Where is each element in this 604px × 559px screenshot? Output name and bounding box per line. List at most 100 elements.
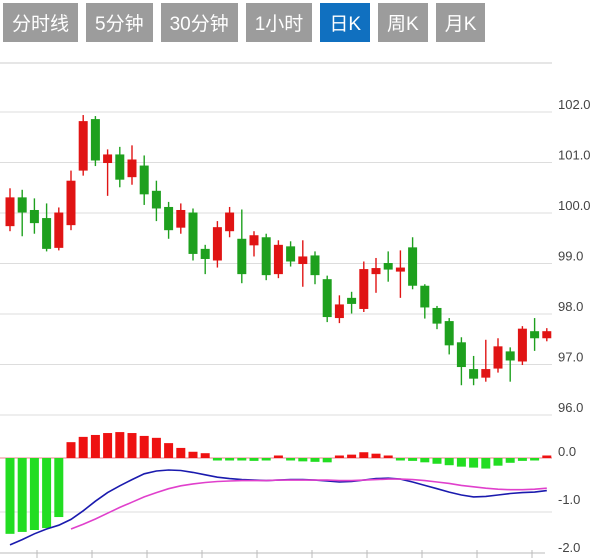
macd-bar-down (517, 458, 527, 461)
candle-body (212, 227, 222, 261)
candle-body (505, 351, 515, 361)
tab-time-line[interactable]: 分时线 (3, 3, 79, 42)
candle (237, 209, 247, 284)
candle (200, 244, 210, 275)
candle (505, 347, 515, 382)
price-tick-label: 97.0 (558, 350, 583, 365)
candle-body (164, 206, 174, 231)
candle-body (456, 342, 466, 368)
candle (334, 295, 344, 324)
candle-body (298, 256, 308, 265)
macd-bar-up (188, 451, 198, 458)
candle (115, 146, 125, 188)
macd-bar-up (200, 453, 210, 458)
candle-body (103, 154, 113, 164)
candle (456, 337, 466, 386)
candle-body (5, 197, 15, 227)
macd-bar-up (139, 435, 149, 458)
candle (29, 198, 39, 234)
macd-bar-up (273, 455, 283, 458)
candle (298, 240, 308, 287)
macd-bar-down (469, 458, 479, 468)
tab-1-hour[interactable]: 1小时 (245, 3, 313, 42)
candle (310, 251, 320, 285)
price-tick-label: 101.0 (558, 148, 591, 163)
macd-bar-up (359, 452, 369, 458)
candle (493, 338, 503, 373)
candle (542, 328, 552, 342)
candle (103, 149, 113, 196)
macd-bar-down (42, 458, 52, 529)
tab-30-min[interactable]: 30分钟 (160, 3, 238, 42)
macd-bar-down (444, 458, 454, 466)
macd-bar-up (151, 437, 161, 458)
tab-5-min[interactable]: 5分钟 (86, 3, 153, 42)
tab-daily-k[interactable]: 日K (320, 3, 370, 42)
candle-body (42, 218, 52, 249)
candle (371, 257, 381, 293)
candle (322, 275, 332, 323)
price-axis-labels: 102.0 101.0 100.0 99.0 98.0 97.0 96.0 0.0 -1.0 -2… (558, 97, 591, 555)
candle-body (286, 246, 296, 262)
candles-layer (5, 115, 552, 386)
candle-body (322, 279, 332, 318)
tab-monthly-k[interactable]: 月K (435, 3, 486, 42)
candle-body (200, 248, 210, 259)
macd-bar-down (261, 458, 271, 461)
candle (249, 231, 259, 257)
candle-body (188, 212, 198, 254)
candle-body (54, 212, 64, 248)
macd-bar-up (78, 436, 88, 458)
candle (151, 180, 161, 222)
candle (139, 155, 149, 205)
macd-bar-up (66, 442, 76, 458)
macd-bar-down (322, 458, 332, 463)
macd-tick-label: -1.0 (558, 492, 580, 507)
candle-body (261, 237, 271, 276)
price-tick-label: 102.0 (558, 97, 591, 112)
candle (164, 201, 174, 239)
macd-bar-down (249, 458, 259, 461)
macd-bar-down (505, 458, 515, 463)
candle (78, 115, 88, 176)
dif-line (9, 469, 547, 546)
candle-body (359, 269, 369, 309)
candle-body (237, 238, 247, 275)
macd-bar-down (432, 458, 442, 464)
candle-body (444, 321, 454, 346)
candle-body (273, 244, 283, 275)
candle-body (542, 331, 552, 339)
macd-bar-down (456, 458, 466, 467)
macd-bar-up (164, 443, 174, 458)
candle-body (493, 346, 503, 369)
macd-bar-up (90, 434, 100, 458)
candle-body (78, 121, 88, 171)
candle (225, 206, 235, 238)
candle-body (66, 180, 76, 226)
candle-body (29, 209, 39, 224)
macd-bar-up (383, 455, 393, 458)
tab-weekly-k[interactable]: 周K (378, 3, 428, 42)
candle-body (530, 331, 540, 339)
macd-bar-down (212, 458, 222, 461)
candle-body (151, 190, 161, 209)
candle-body (408, 247, 418, 286)
price-tick-label: 96.0 (558, 400, 583, 415)
macd-bar-up (542, 455, 552, 458)
candle (176, 203, 186, 234)
candle (530, 318, 540, 351)
macd-bar-down (5, 458, 15, 534)
price-tick-label: 98.0 (558, 299, 583, 314)
macd-histogram (5, 432, 552, 534)
candle (212, 221, 222, 268)
macd-bar-down (286, 458, 296, 461)
candle (5, 188, 15, 232)
candle-body (249, 235, 259, 246)
macd-bar-down (54, 458, 64, 518)
candle-body (347, 297, 357, 304)
candle (17, 189, 27, 237)
candle-body (334, 304, 344, 319)
candle (347, 291, 357, 314)
